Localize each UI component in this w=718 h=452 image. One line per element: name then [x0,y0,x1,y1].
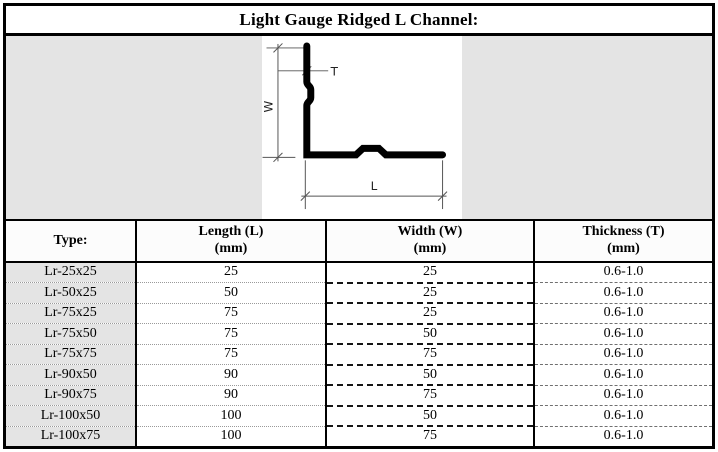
type-cell: Lr-100x75 [6,426,136,446]
thickness-cell: 0.6-1.0 [533,323,712,345]
l-channel-drawing: W T L [262,42,448,210]
table-row: Lr-100x100 100 100 0.6-1.0 [6,447,712,450]
type-cell: Lr-75x50 [6,323,136,345]
col-header-length-label: Length (L) [198,224,264,240]
table-row: Lr-75x50 75 50 0.6-1.0 [6,323,712,345]
length-cell: 100 [136,447,326,450]
diagram-area: W T L [6,36,712,219]
thickness-cell: 0.6-1.0 [533,385,712,406]
thickness-cell: 0.6-1.0 [533,344,712,365]
width-cell: 100 [326,447,534,450]
type-cell: Lr-75x75 [6,344,136,365]
length-cell: 100 [135,405,326,427]
document-frame: Light Gauge Ridged L Channel: W T [3,3,715,449]
thickness-cell: 0.6-1.0 [534,447,712,450]
type-cell: Lr-100x100 [6,447,136,450]
width-cell: 25 [325,303,534,325]
table-row: Lr-25x25 25 25 0.6-1.0 [6,262,712,284]
length-cell: 90 [135,364,326,386]
type-cell: Lr-25x25 [6,262,136,283]
page-title: Light Gauge Ridged L Channel: [6,6,712,36]
w-label: W [262,101,275,113]
type-cell: Lr-50x25 [6,282,136,304]
col-header-type: Type: [6,220,136,263]
header-row: Type: Length (L) (mm) Width (W) (mm) Thi… [6,220,712,263]
table-row: Lr-90x50 90 50 0.6-1.0 [6,364,712,386]
col-header-width-unit: (mm) [413,241,447,256]
dimension-table: Type: Length (L) (mm) Width (W) (mm) Thi… [6,219,712,450]
length-cell: 100 [135,426,326,446]
width-cell: 75 [325,344,534,366]
width-cell: 25 [325,282,534,304]
thickness-cell: 0.6-1.0 [533,303,712,324]
width-cell: 50 [325,323,534,345]
type-cell: Lr-100x50 [6,405,136,427]
t-label: T [330,64,339,78]
type-cell: Lr-75x25 [6,303,136,324]
thickness-cell: 0.6-1.0 [533,426,712,446]
width-cell: 75 [325,426,534,446]
l-label: L [371,179,378,193]
col-header-thickness-label: Thickness (T) [582,224,665,240]
col-header-width: Width (W) (mm) [325,220,534,263]
col-header-thickness-unit: (mm) [607,241,640,256]
thickness-cell: 0.6-1.0 [533,364,712,386]
col-header-thickness: Thickness (T) (mm) [533,220,712,263]
col-header-length-unit: (mm) [214,241,248,256]
length-cell: 75 [135,344,326,365]
width-cell: 75 [325,385,534,407]
length-cell: 75 [135,323,326,345]
type-cell: Lr-90x50 [6,364,136,386]
table-row: Lr-90x75 90 75 0.6-1.0 [6,385,712,407]
length-cell: 90 [135,385,326,406]
width-cell: 50 [325,405,534,427]
l-channel-diagram: W T L [262,36,462,219]
thickness-cell: 0.6-1.0 [533,405,712,427]
table-row: Lr-100x50 100 50 0.6-1.0 [6,405,712,427]
w-tick-top [273,43,283,53]
col-header-type-label: Type: [53,232,88,248]
thickness-cell: 0.6-1.0 [533,262,712,283]
width-cell: 25 [325,262,534,284]
l-channel-profile [303,42,447,159]
table-row: Lr-50x25 50 25 0.6-1.0 [6,282,712,304]
l-tick-left [300,191,311,201]
w-tick-bottom [273,152,283,163]
type-cell: Lr-90x75 [6,385,136,406]
table-row: Lr-75x75 75 75 0.6-1.0 [6,344,712,366]
length-cell: 75 [135,303,326,324]
col-header-length: Length (L) (mm) [135,220,326,263]
col-header-width-label: Width (W) [397,224,463,240]
table-row: Lr-75x25 75 25 0.6-1.0 [6,303,712,325]
thickness-cell: 0.6-1.0 [533,282,712,304]
l-tick-right [437,191,448,201]
length-cell: 25 [135,262,326,283]
table-row: Lr-100x75 100 75 0.6-1.0 [6,426,712,446]
width-cell: 50 [325,364,534,386]
length-cell: 50 [135,282,326,304]
